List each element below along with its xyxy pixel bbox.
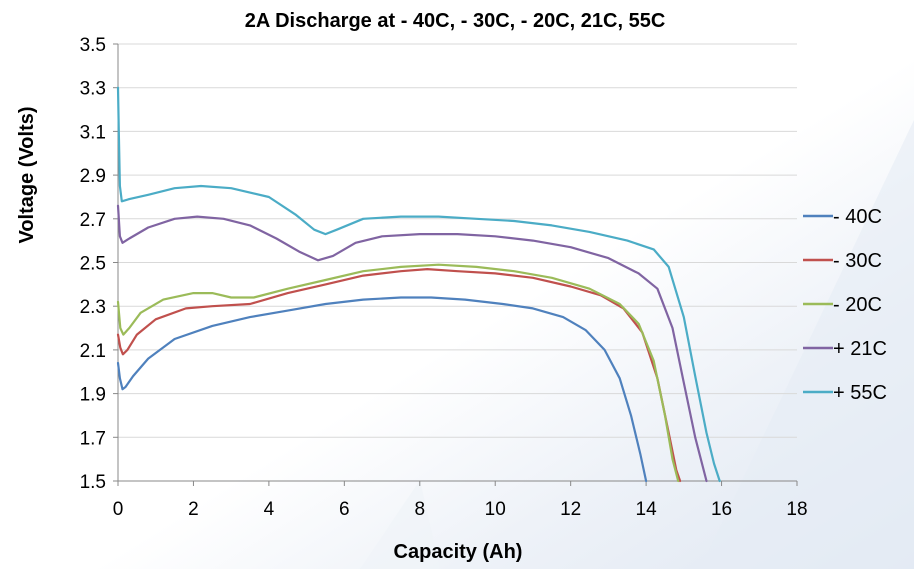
legend: - 40C - 30C - 20C + 21C + 55C (803, 206, 887, 404)
series-line-4 (116, 86, 721, 483)
x-axis-title: Capacity (Ah) (394, 541, 523, 563)
y-tick-label: 1.5 (80, 472, 106, 493)
series-line-3 (116, 204, 708, 483)
series-line-1 (116, 268, 682, 483)
x-tick-label: 10 (485, 499, 506, 520)
x-tick-label: 8 (414, 499, 425, 520)
legend-label: - 30C (833, 250, 882, 272)
y-tick-label: 1.7 (80, 428, 106, 449)
y-tick-label: 3.3 (80, 79, 106, 100)
legend-label: + 55C (833, 382, 887, 404)
x-tick-label: 4 (264, 499, 275, 520)
legend-label: - 40C (833, 206, 882, 228)
y-tick-label: 3.5 (80, 35, 106, 56)
x-tick-label: 12 (560, 499, 581, 520)
y-tick-label: 1.9 (80, 385, 106, 406)
x-axis-ticks: 0 2 4 6 8 10 12 14 16 18 (113, 481, 808, 520)
y-axis-title: Voltage (Volts) (16, 106, 38, 243)
legend-label: + 21C (833, 338, 887, 360)
x-tick-label: 16 (711, 499, 732, 520)
y-tick-label: 3.1 (80, 122, 106, 143)
y-tick-label: 2.7 (80, 210, 106, 231)
series-line-0 (116, 296, 648, 483)
series-line-2 (116, 263, 680, 483)
y-axis-ticks: 3.5 3.3 3.1 2.9 2.7 2.5 2.3 2.1 1.9 1.7 1.5 (80, 35, 118, 493)
y-tick-label: 2.3 (80, 297, 106, 318)
series-lines (116, 86, 721, 483)
x-tick-label: 18 (786, 499, 807, 520)
x-tick-label: 14 (636, 499, 658, 520)
chart-title: 2A Discharge at - 40C, - 30C, - 20C, 21C… (245, 10, 666, 32)
y-tick-label: 2.9 (80, 166, 106, 187)
y-tick-label: 2.5 (80, 254, 106, 275)
x-tick-label: 0 (113, 499, 124, 520)
legend-label: - 20C (833, 294, 882, 316)
x-tick-label: 6 (339, 499, 350, 520)
y-tick-label: 2.1 (80, 341, 106, 362)
x-tick-label: 2 (188, 499, 199, 520)
